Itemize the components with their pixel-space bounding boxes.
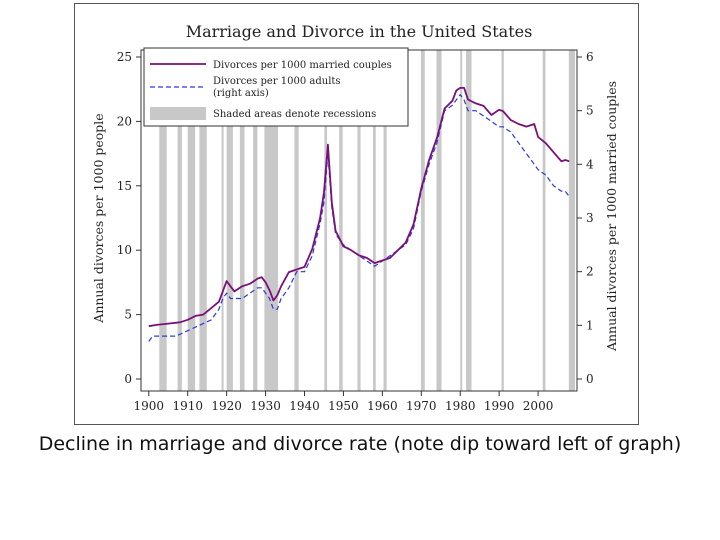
- recession-band-14: [383, 50, 387, 391]
- recession-band-20: [542, 50, 546, 391]
- y-tick-label-right: 0: [586, 372, 594, 386]
- y-axis-label-left: Annual divorces per 1000 people: [91, 113, 106, 323]
- y-tick-label-left: 20: [117, 114, 132, 128]
- recession-band-10: [324, 50, 328, 391]
- recession-band-6: [239, 50, 245, 391]
- recession-band-11: [339, 50, 343, 391]
- x-tick-label: 1900: [134, 399, 165, 413]
- recession-band-12: [357, 50, 361, 391]
- y-tick-label-right: 2: [586, 265, 594, 279]
- x-tick-label: 1920: [211, 399, 242, 413]
- legend-label-adults: Divorces per 1000 adults: [213, 76, 341, 87]
- recession-band-18: [466, 50, 472, 391]
- recession-band-15: [420, 50, 425, 391]
- recession-band-0: [159, 50, 167, 391]
- legend: Divorces per 1000 married couples Divorc…: [143, 47, 409, 127]
- recession-band-17: [460, 50, 463, 391]
- recession-band-5: [226, 50, 233, 391]
- x-tick-label: 1950: [328, 399, 359, 413]
- y-axis-label-right: Annual divorces per 1000 married couples: [604, 81, 619, 352]
- recession-band-19: [501, 50, 504, 391]
- y-tick-label-right: 5: [586, 104, 594, 118]
- y-tick-label-left: 5: [124, 308, 132, 322]
- x-tick-label: 1960: [367, 399, 398, 413]
- x-tick-label: 2000: [523, 399, 554, 413]
- legend-label-recession: Shaded areas denote recessions: [213, 109, 376, 120]
- y-tick-label-left: 15: [117, 179, 132, 193]
- slide-caption: Decline in marriage and divorce rate (no…: [38, 433, 682, 455]
- recession-band-7: [253, 50, 258, 391]
- recession-band-4: [221, 50, 224, 391]
- recession-band-3: [199, 50, 207, 391]
- series-line-married: [148, 87, 570, 328]
- y-tick-label-right: 3: [586, 211, 594, 225]
- chart-title: Marriage and Divorce in the United State…: [186, 22, 533, 41]
- y-tick-label-left: 0: [124, 372, 132, 386]
- recession-band-16: [436, 50, 442, 391]
- x-tick-label: 1940: [289, 399, 320, 413]
- legend-label-married: Divorces per 1000 married couples: [213, 60, 392, 71]
- recession-band-8: [264, 50, 279, 391]
- y-tick-label-left: 10: [117, 243, 132, 257]
- y-tick-label-right: 6: [586, 50, 594, 64]
- y-tick-label-left: 25: [117, 50, 132, 64]
- recession-band-13: [373, 50, 376, 391]
- x-tick-label: 1990: [484, 399, 515, 413]
- chart-frame: Marriage and Divorce in the United State…: [74, 3, 639, 425]
- x-tick-label: 1930: [250, 399, 281, 413]
- x-tick-label: 1980: [445, 399, 476, 413]
- legend-swatch-recession: [150, 107, 206, 120]
- recession-band-9: [294, 50, 299, 391]
- y-tick-label-right: 1: [586, 318, 594, 332]
- recession-band-1: [177, 50, 182, 391]
- divorce-chart: Marriage and Divorce in the United State…: [91, 22, 619, 413]
- legend-sublabel-adults: (right axis): [213, 88, 269, 99]
- x-tick-label: 1910: [172, 399, 203, 413]
- recession-band-21: [568, 50, 576, 391]
- x-tick-label: 1970: [406, 399, 437, 413]
- y-tick-label-right: 4: [586, 157, 594, 171]
- recession-band-2: [187, 50, 196, 391]
